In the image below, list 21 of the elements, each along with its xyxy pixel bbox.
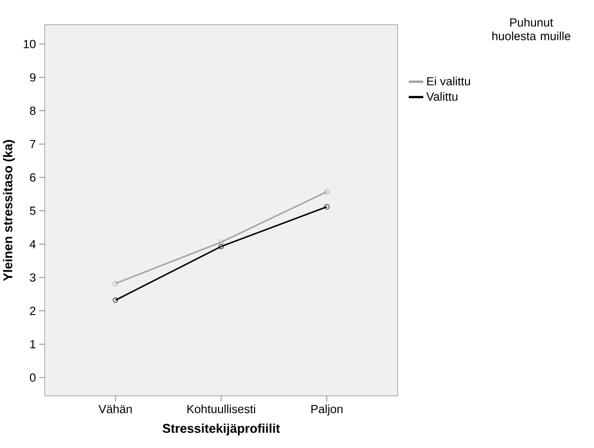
y-tick-label: 5	[30, 206, 36, 216]
y-tick-label: 6	[30, 173, 36, 182]
legend-title: Puhunut huolesta muille	[492, 18, 570, 40]
x-tick-label: Kohtuullisesti	[187, 404, 256, 414]
y-tick-label: 8	[30, 106, 36, 116]
y-tick-label: 2	[30, 306, 36, 316]
y-tick-label: 1	[30, 340, 36, 348]
point	[218, 244, 224, 250]
x-tick-label: Paljon	[311, 404, 342, 416]
y-tick-label: 3	[30, 274, 36, 282]
legend-label: Ei valittu	[427, 76, 470, 86]
x-axis-title: Stressitekijäprofiilit	[162, 424, 280, 436]
y-tick-label: 10	[24, 40, 36, 48]
legend-label: Valittu	[426, 92, 458, 101]
y-tick-label: 7	[30, 140, 36, 148]
y-tick-label: 0	[30, 374, 36, 382]
y-tick-label: 9	[30, 73, 36, 82]
y-tick-label: 4	[30, 240, 36, 248]
y-axis-title: Yleinen stressitaso (ka)	[3, 140, 15, 282]
point	[218, 240, 224, 245]
x-tick-label: Vähän	[98, 404, 132, 414]
